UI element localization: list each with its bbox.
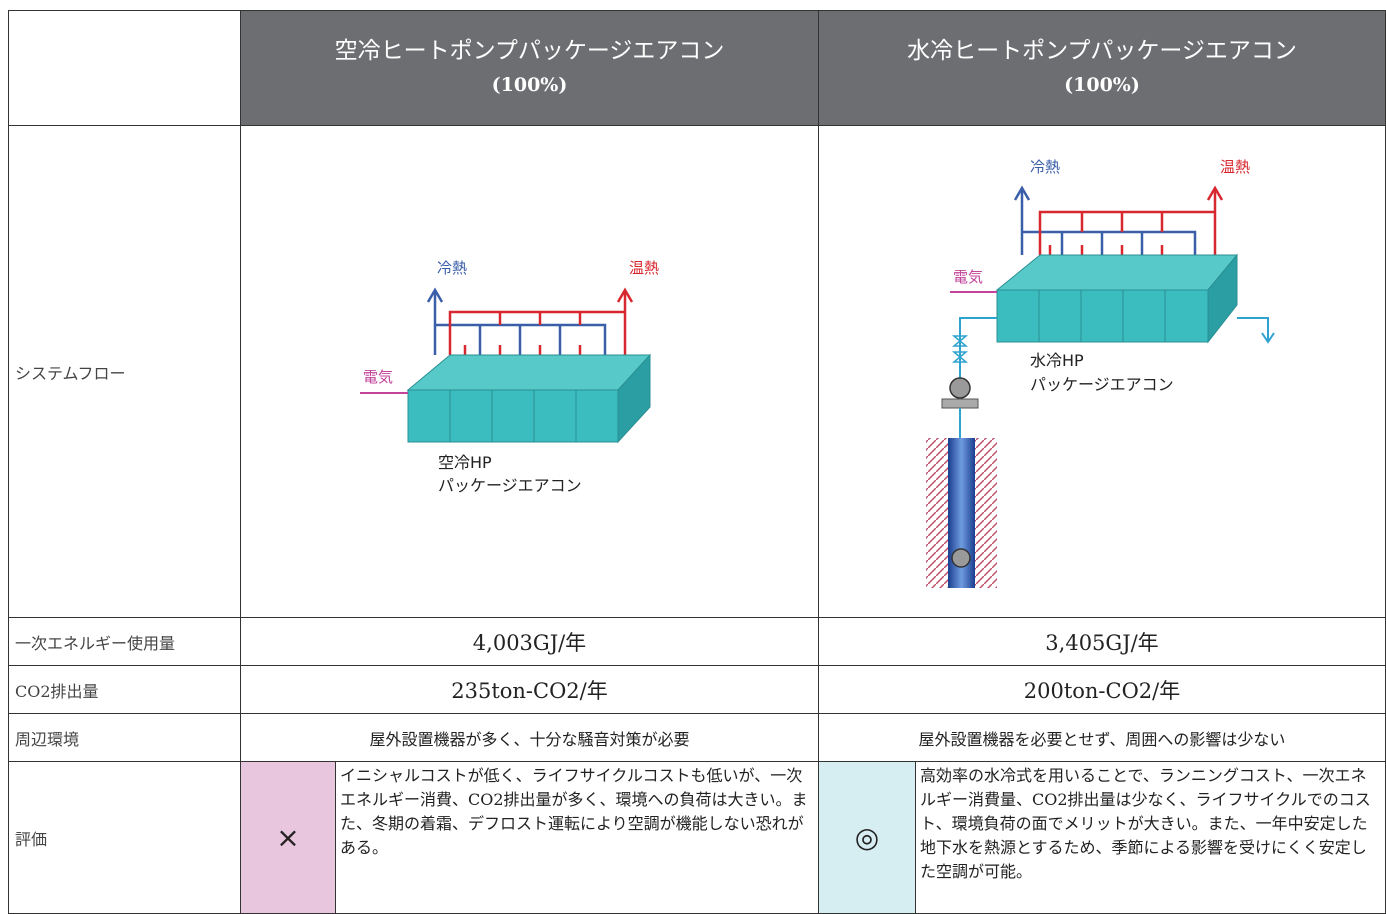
diagram-caption: パッケージエアコン — [438, 476, 582, 495]
cold-label: 冷熱 — [437, 259, 467, 277]
diagram-caption: パッケージエアコン — [1030, 375, 1174, 394]
hot-label: 温熱 — [629, 259, 659, 277]
header-share: (100%) — [1064, 74, 1140, 96]
water-cooled-diagram — [926, 185, 1275, 588]
cold-label: 冷熱 — [1030, 158, 1060, 176]
air-cooled-diagram — [360, 287, 652, 444]
power-label: 電気 — [953, 268, 983, 286]
header-title: 空冷ヒートポンプパッケージエアコン — [334, 38, 725, 64]
header-cell: 水冷ヒートポンプパッケージエアコン (100%) — [818, 10, 1386, 126]
rating-text: 高効率の水冷式を用いることで、ランニングコスト、一次エネルギー消費量、CO2排出… — [915, 761, 1386, 914]
hot-label: 温熱 — [1220, 158, 1250, 176]
diagram-caption: 空冷HP — [438, 453, 492, 472]
power-label: 電気 — [363, 368, 393, 386]
rating-text: イニシャルコストが低く、ライフサイクルコストも低いが、一次エネルギー消費、CO2… — [335, 761, 819, 914]
header-title: 水冷ヒートポンプパッケージエアコン — [907, 38, 1297, 64]
rating-mark: ◎ — [818, 761, 916, 914]
diagram-caption: 水冷HP — [1030, 351, 1084, 370]
rating-mark: × — [240, 761, 336, 914]
header-share: (100%) — [491, 74, 568, 96]
